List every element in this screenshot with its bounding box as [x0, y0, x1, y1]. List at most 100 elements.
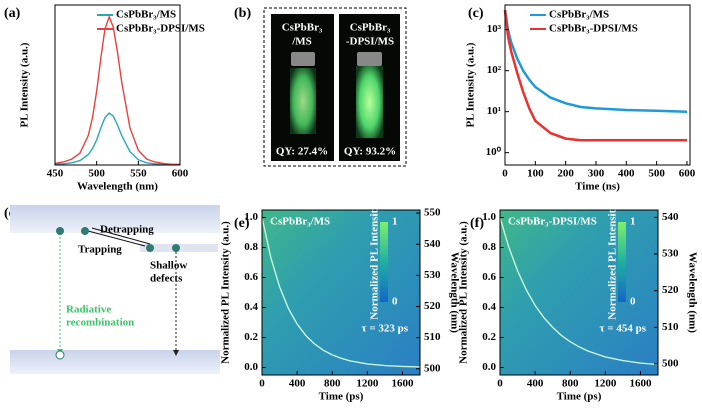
x-axis-title: Time (ns)	[575, 181, 620, 193]
diagram-label: Radiative	[66, 304, 111, 316]
y-axis-title: Normalized PL Intensity (a.u.)	[220, 221, 232, 364]
x-tick-label: 550	[130, 168, 147, 180]
series-line	[261, 217, 421, 368]
x-axis-title: Time (ps)	[319, 391, 364, 403]
y-tick-label: 0.4	[244, 301, 258, 313]
frame	[263, 7, 407, 167]
x-tick-label: 400	[289, 378, 306, 390]
y2-axis-title: Wavelength (nm)	[686, 252, 698, 333]
y-tick-label: 0.2	[244, 331, 258, 343]
y2-tick-label: 520	[424, 300, 441, 312]
diagram-label: Shallow	[150, 260, 187, 272]
x-tick-label: 1200	[356, 378, 379, 390]
x-tick-label: 1200	[594, 378, 617, 390]
photo-panel: CsPbBr₃ /MS CsPbBr₃ -DPSI/MS QY: 27.4% Q…	[263, 7, 407, 167]
x-tick-label: 0	[259, 378, 265, 390]
x-tick-label: 0	[502, 168, 508, 180]
carrier	[56, 227, 64, 235]
y-tick-label: 10²	[487, 64, 502, 76]
y2-tick-label: 500	[662, 358, 679, 370]
colorbar	[380, 222, 388, 302]
annotation: τ = 454 ps	[600, 322, 647, 334]
vial-glow	[356, 66, 383, 138]
panel-label: (e)	[234, 216, 250, 231]
carrier	[81, 227, 89, 235]
y2-tick-label: 540	[662, 211, 679, 223]
x-tick-label: 800	[324, 378, 341, 390]
x-tick-label: 400	[618, 168, 635, 180]
y2-tick-label: 550	[424, 207, 441, 219]
colorbar-tick-label: 1	[392, 216, 398, 228]
diagram-label: Detrapping	[100, 224, 154, 236]
y-tick-label: 0.6	[482, 271, 496, 283]
diagram-panel: Detrapping Trapping Shallow defects Radi…	[10, 205, 220, 374]
carrier	[146, 244, 154, 252]
qy-label: QY: 93.2%	[344, 146, 396, 158]
carrier	[172, 244, 180, 252]
annotation: τ = 323 ps	[362, 322, 409, 334]
y2-tick-label: 500	[424, 362, 441, 374]
y-tick-label: 1.0	[482, 211, 496, 223]
y2-axis-title: Wavelength (nm)	[448, 252, 460, 333]
y-tick-label: 10¹	[487, 105, 501, 117]
arrow-head	[173, 350, 179, 356]
series-line	[54, 112, 181, 166]
chart-title: CsPbBr₃/MS	[270, 216, 330, 228]
sample-label: CsPbBr₃	[350, 22, 391, 34]
vial-glow	[290, 68, 316, 134]
legend-label: CsPbBr₃/MS	[549, 9, 609, 21]
diagram-label: Trapping	[78, 244, 122, 256]
x-axis-title: Wavelength (nm)	[77, 181, 158, 193]
x-tick-label: 100	[527, 168, 544, 180]
sample-label: CsPbBr₃	[282, 22, 323, 34]
y-tick-label: 0.8	[244, 241, 258, 253]
x-tick-label: 0	[497, 378, 503, 390]
panel-label: (b)	[234, 6, 251, 21]
y-tick-label: 10⁰	[486, 146, 502, 158]
vial-cap	[291, 52, 315, 66]
y-tick-label: 0.0	[244, 361, 258, 373]
valence-band	[10, 350, 220, 374]
y-axis-title: PL Intensity (a.u.)	[465, 42, 477, 127]
x-tick-label: 500	[88, 168, 105, 180]
series-line	[499, 217, 659, 366]
vial-cap	[357, 52, 382, 66]
y-tick-label: 0.4	[482, 301, 496, 313]
x-tick-label: 300	[588, 168, 605, 180]
colorbar-tick-label: 0	[630, 296, 636, 308]
sample-label: /MS	[291, 36, 312, 48]
diagram-label: defects	[150, 273, 183, 285]
plot-frame	[504, 4, 691, 166]
panel-label: (f)	[470, 216, 484, 231]
y2-tick-label: 530	[662, 248, 679, 260]
plot-frame	[499, 209, 659, 376]
x-tick-label: 200	[557, 168, 574, 180]
series-line	[503, 9, 688, 113]
y-tick-label: 1.0	[244, 211, 258, 223]
legend-label: CsPbBr₃-DPSI/MS	[116, 23, 205, 35]
legend-label: CsPbBr₃-DPSI/MS	[549, 23, 638, 35]
series-line	[54, 14, 180, 165]
y2-tick-label: 530	[424, 269, 441, 281]
y-tick-label: 0.0	[482, 361, 496, 373]
colorbar-title: Normalized PL Intensity	[607, 204, 619, 320]
panel-label: (a)	[4, 6, 21, 21]
x-axis-title: Time (ps)	[557, 391, 602, 403]
colorbar-title: Normalized PL Intensity	[369, 204, 381, 320]
conduction-band	[10, 205, 220, 233]
detrapping-arrow	[91, 227, 151, 245]
y-tick-label: 0.2	[482, 331, 496, 343]
colorbar-tick-label: 1	[630, 216, 636, 228]
y2-tick-label: 540	[424, 238, 441, 250]
plot-frame	[261, 209, 421, 376]
qy-label: QY: 27.4%	[276, 146, 328, 158]
diagram-label: recombination	[66, 317, 134, 329]
y-tick-label: 0.6	[244, 271, 258, 283]
y-tick-label: 0.8	[482, 241, 496, 253]
x-tick-label: 600	[679, 168, 696, 180]
y2-tick-label: 510	[662, 321, 679, 333]
y2-tick-label: 510	[424, 331, 441, 343]
sample-label: -DPSI/MS	[346, 36, 394, 48]
x-tick-label: 800	[562, 378, 579, 390]
